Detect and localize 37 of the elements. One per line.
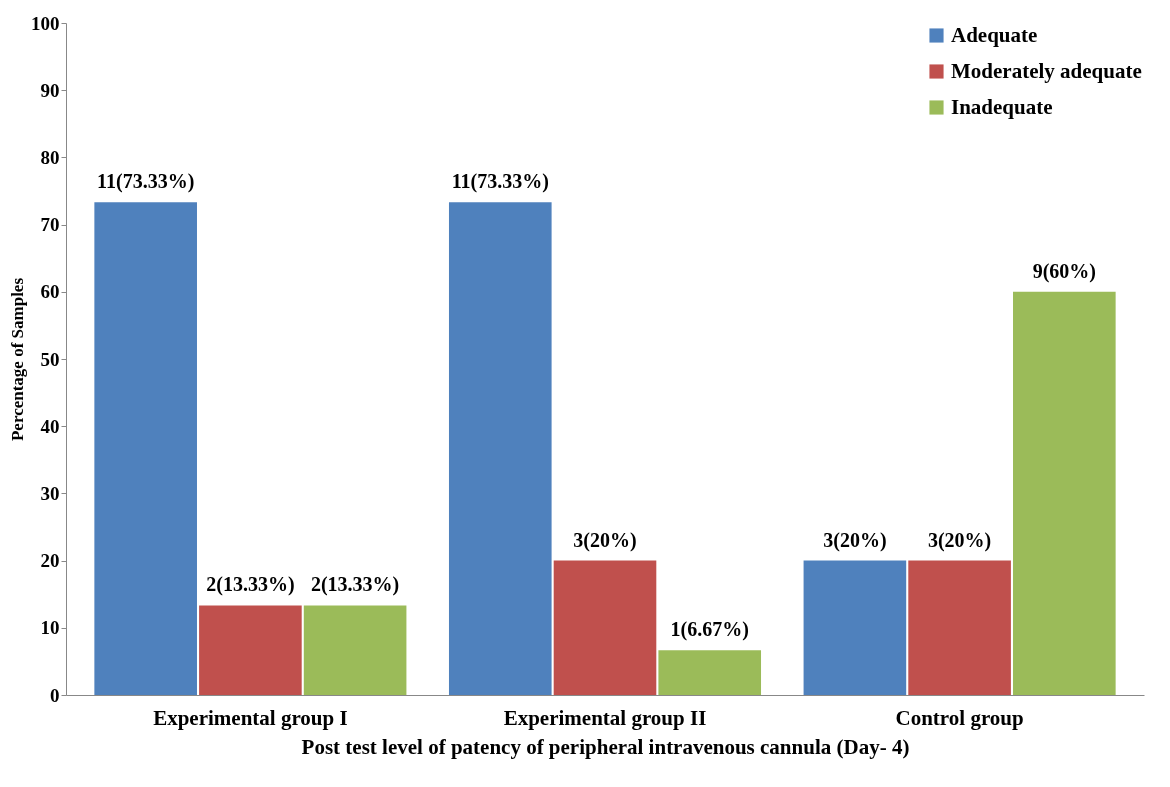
y-tick-label: 60 [40, 281, 60, 303]
data-label: 11(73.33%) [97, 170, 195, 194]
data-label: 9(60%) [1032, 259, 1096, 283]
x-axis-title: Post test level of patency of peripheral intravenous cannula (Day- 4) [301, 734, 910, 759]
bar [94, 202, 197, 695]
y-tick-label: 20 [40, 550, 60, 572]
bar [303, 605, 407, 695]
y-tick-label: 50 [40, 348, 60, 370]
y-tick-label: 40 [40, 415, 60, 437]
y-tick-label: 100 [31, 12, 60, 34]
bar [908, 560, 1011, 695]
bar [199, 605, 302, 695]
bar [553, 560, 657, 695]
bar [448, 202, 552, 695]
y-tick-label: 0 [50, 684, 60, 706]
data-label: 2(13.33%) [206, 573, 295, 597]
bar [658, 650, 762, 695]
legend-label: Adequate [951, 22, 1038, 47]
y-tick-label: 30 [40, 482, 60, 504]
legend-label: Moderately adequate [951, 58, 1142, 83]
x-tick-label: Experimental group I [153, 705, 348, 730]
y-tick-label: 90 [40, 79, 60, 101]
y-tick-label: 80 [40, 146, 60, 168]
y-tick-label: 70 [40, 214, 60, 236]
data-label: 1(6.67%) [670, 618, 749, 642]
data-label: 11(73.33%) [451, 170, 549, 194]
data-label: 3(20%) [573, 528, 637, 552]
legend-label: Inadequate [951, 94, 1053, 119]
x-tick-label: Experimental group II [503, 705, 707, 730]
data-label: 3(20%) [927, 528, 992, 552]
data-label: 3(20%) [823, 528, 887, 552]
y-tick-label: 10 [40, 617, 60, 639]
x-tick-label: Control group [895, 705, 1024, 730]
bar [1013, 291, 1116, 695]
y-axis-title: Percentage of Samples [8, 277, 27, 442]
bar [803, 560, 907, 695]
data-label: 2(13.33%) [310, 573, 400, 597]
